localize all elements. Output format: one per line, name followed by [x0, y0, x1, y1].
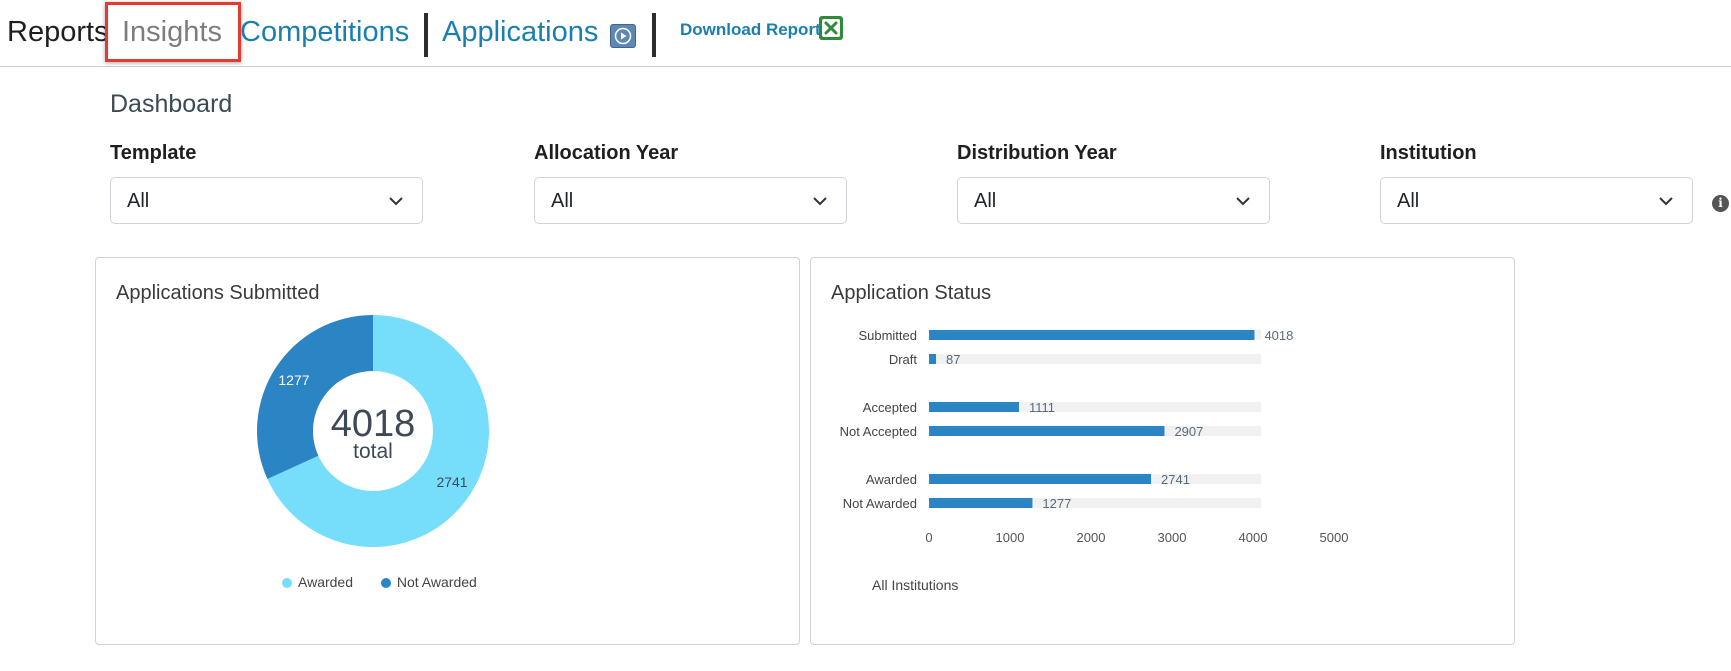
legend-item-not-awarded[interactable]: Not Awarded [380, 574, 477, 590]
application-status-title: Application Status [831, 282, 992, 304]
top-nav: Reports Insights Competitions Applicatio… [0, 0, 1731, 67]
donut-center-label: total [353, 440, 393, 463]
bar-value-draft: 87 [946, 352, 960, 367]
allocation-year-filter-label: Allocation Year [534, 142, 679, 164]
bar-value-accepted: 1111 [1029, 400, 1055, 415]
donut-slice-not-awarded[interactable] [257, 315, 373, 479]
legend-swatch-awarded [282, 578, 292, 588]
donut-label-awarded: 2741 [436, 474, 467, 490]
chevron-down-icon [813, 197, 827, 206]
applications-submitted-title: Applications Submitted [116, 282, 320, 304]
distribution-year-filter-label: Distribution Year [957, 142, 1117, 164]
nav-competitions[interactable]: Competitions [240, 16, 410, 48]
applications-submitted-donut-chart: 4018 total 2741 1277 [257, 315, 489, 547]
bar-value-not-awarded: 1277 [1042, 496, 1071, 511]
bar-chart-footer: All Institutions [872, 577, 959, 593]
donut-slice-awarded[interactable] [267, 315, 489, 547]
institution-filter-label: Institution [1380, 142, 1477, 164]
excel-icon[interactable] [818, 15, 844, 41]
legend-label-awarded: Awarded [298, 574, 354, 590]
bar-track-not-awarded [929, 498, 1262, 508]
x-tick-label: 1000 [996, 530, 1025, 545]
bar-category-accepted: Accepted [863, 400, 917, 415]
template-filter-label: Template [110, 142, 197, 164]
donut-legend: Awarded Not Awarded [282, 574, 501, 590]
nav-separator [652, 13, 656, 57]
bar-category-not-awarded: Not Awarded [843, 496, 917, 511]
bar-not-awarded[interactable] [929, 498, 1033, 508]
donut-label-not-awarded: 1277 [278, 372, 309, 388]
legend-item-awarded[interactable]: Awarded [282, 574, 353, 590]
nav-applications[interactable]: Applications [442, 16, 599, 48]
chevron-down-icon [1659, 197, 1673, 206]
distribution-year-select[interactable]: All [957, 177, 1270, 224]
x-tick-label: 2000 [1077, 530, 1106, 545]
bar-category-awarded: Awarded [866, 472, 917, 487]
bar-not-accepted[interactable] [929, 426, 1165, 436]
bar-category-not-accepted: Not Accepted [840, 424, 917, 439]
bar-category-submitted: Submitted [858, 328, 917, 343]
nav-reports[interactable]: Reports [7, 16, 109, 48]
bar-submitted[interactable] [929, 330, 1255, 340]
page-title: Dashboard [110, 90, 233, 118]
bar-category-draft: Draft [889, 352, 918, 367]
template-select-value: All [127, 190, 150, 212]
x-tick-label: 4000 [1239, 530, 1268, 545]
x-tick-label: 0 [925, 530, 932, 545]
chevron-down-icon [389, 197, 403, 206]
allocation-year-select-value: All [551, 190, 574, 212]
distribution-year-select-value: All [974, 190, 997, 212]
bar-accepted[interactable] [929, 402, 1019, 412]
bar-awarded[interactable] [929, 474, 1152, 484]
bar-value-submitted: 4018 [1264, 328, 1293, 343]
insights-highlight-box [105, 2, 241, 62]
nav-separator [424, 13, 428, 57]
application-status-bar-chart: Submitted 4018 Draft 87 Accepted 1111 Not Acce… [840, 328, 1349, 545]
bar-value-not-accepted: 2907 [1174, 424, 1203, 439]
chevron-down-icon [1236, 197, 1250, 206]
legend-label-not-awarded: Not Awarded [396, 574, 477, 590]
play-video-icon[interactable] [610, 24, 636, 48]
allocation-year-select[interactable]: All [534, 177, 847, 224]
legend-swatch-not-awarded [380, 578, 391, 588]
bar-track-draft [929, 354, 1262, 364]
institution-select[interactable]: All [1380, 177, 1693, 224]
bar-value-awarded: 2741 [1161, 472, 1190, 487]
institution-select-value: All [1397, 190, 1420, 212]
bar-draft[interactable] [929, 354, 937, 364]
template-select[interactable]: All [110, 177, 423, 224]
nav-insights[interactable]: Insights [122, 16, 222, 48]
application-status-card: Submitted 4018 Draft 87 Accepted 1111 Not Acce… [810, 257, 1515, 645]
x-tick-label: 5000 [1320, 530, 1349, 545]
bar-track-accepted [929, 402, 1262, 412]
applications-submitted-card: 4018 total 2741 1277 Applications Submitt… [95, 257, 800, 645]
x-tick-label: 3000 [1158, 530, 1187, 545]
info-icon[interactable]: i [1712, 195, 1729, 212]
download-report-link[interactable]: Download Report [680, 20, 821, 39]
donut-center-value: 4018 [331, 403, 416, 445]
